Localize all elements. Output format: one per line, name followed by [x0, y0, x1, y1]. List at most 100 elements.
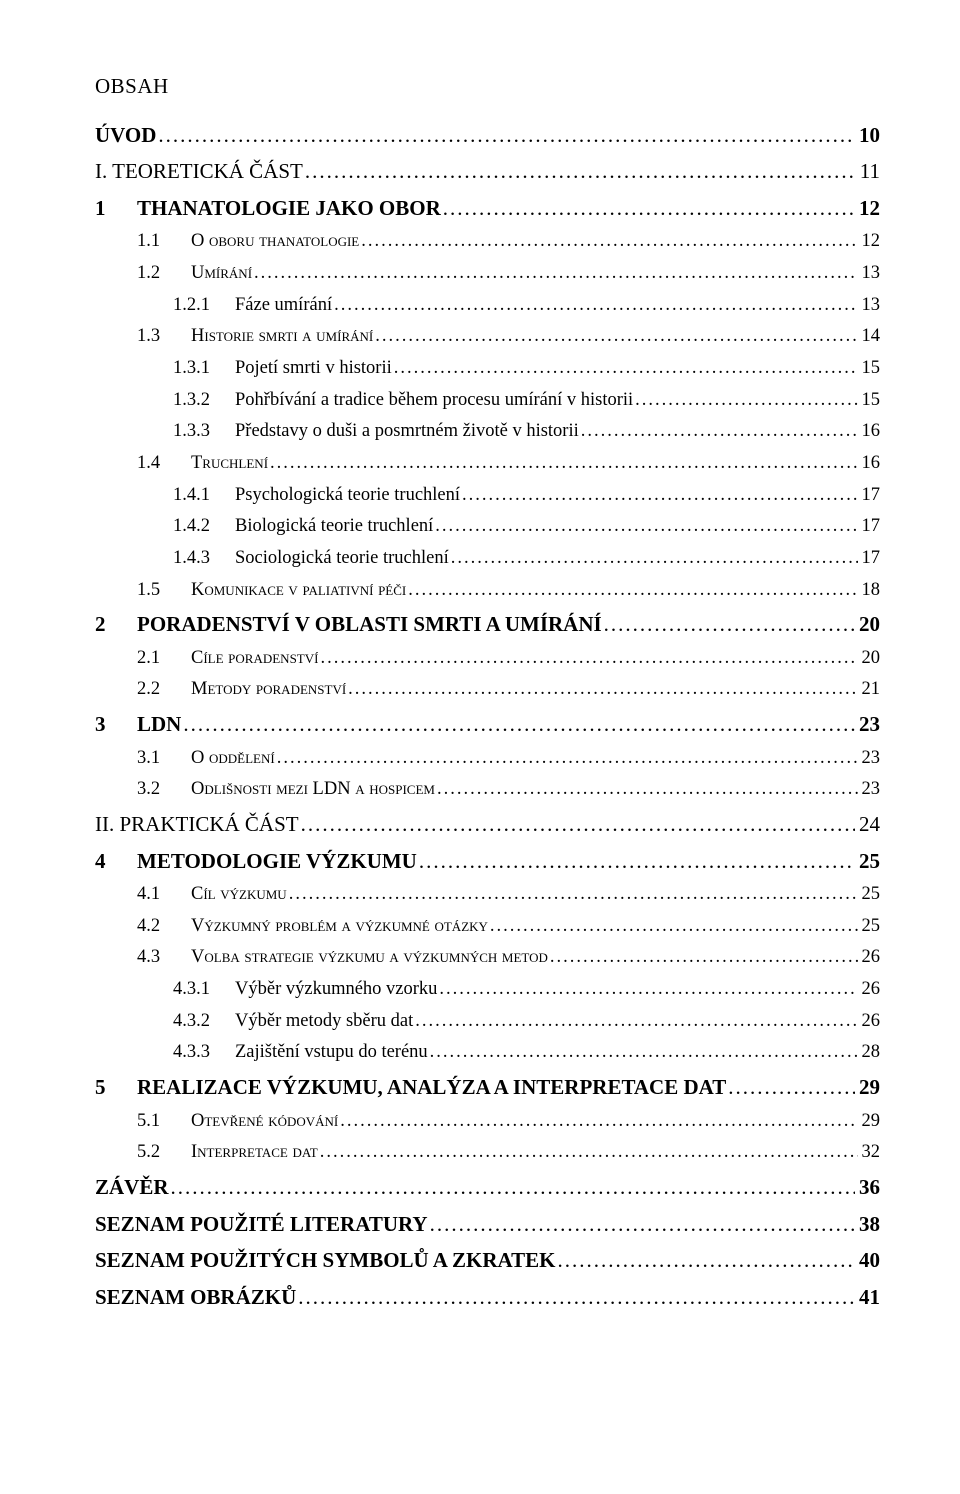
toc-leader-dots: [728, 1071, 855, 1104]
toc-entry-page: 15: [858, 386, 881, 415]
toc-entry-page: 11: [856, 155, 880, 188]
toc-leader-dots: [415, 1007, 857, 1036]
toc-entry-label: Komunikace v paliativní péči: [191, 576, 408, 605]
toc-entry-page: 15: [858, 354, 881, 383]
toc-entry-label: Výběr metody sběru dat: [235, 1007, 415, 1036]
toc-entry-number: 4.3.2: [173, 1007, 235, 1036]
toc-entry-number: 5.2: [137, 1138, 191, 1167]
toc-entry-number: 2: [95, 608, 137, 641]
toc-entry-page: 20: [858, 644, 881, 673]
toc-entry-page: 32: [858, 1138, 881, 1167]
toc-entry: 4.3Volba strategie výzkumu a výzkumných …: [95, 943, 880, 972]
toc-entry-label: ZÁVĚR: [95, 1171, 171, 1204]
toc-entry: 4.1Cíl výzkumu25: [95, 880, 880, 909]
toc-entry-number: 4.3.3: [173, 1038, 235, 1067]
toc-leader-dots: [462, 481, 857, 510]
toc-leader-dots: [334, 291, 857, 320]
toc-entry-label: Interpretace dat: [191, 1138, 320, 1167]
toc-entry: 1.1O oboru thanatologie12: [95, 227, 880, 256]
toc-entry-label: Otevřené kódování: [191, 1107, 340, 1136]
toc-entry: 4.3.2Výběr metody sběru dat26: [95, 1007, 880, 1036]
toc-entry-label: ÚVOD: [95, 119, 158, 152]
toc-leader-dots: [550, 943, 858, 972]
toc-leader-dots: [490, 912, 858, 941]
toc-leader-dots: [604, 608, 855, 641]
toc-leader-dots: [451, 544, 858, 573]
toc-entry-label: II. PRAKTICKÁ ČÁST: [95, 808, 301, 841]
toc-entry: 1.3Historie smrti a umírání14: [95, 322, 880, 351]
toc-entry-label: THANATOLOGIE JAKO OBOR: [137, 192, 443, 225]
toc-entry-label: Truchlení: [191, 449, 270, 478]
toc-entry-number: 1.4.3: [173, 544, 235, 573]
toc-leader-dots: [183, 708, 855, 741]
toc-entry-number: 4.2: [137, 912, 191, 941]
toc-leader-dots: [289, 880, 858, 909]
toc-entry: 1.3.1Pojetí smrti v historii 15: [95, 354, 880, 383]
toc-leader-dots: [430, 1208, 855, 1241]
toc-entry: 2.2Metody poradenství21: [95, 675, 880, 704]
toc-leader-dots: [340, 1107, 857, 1136]
toc-entry-label: Odlišnosti mezi LDN a hospicem: [191, 775, 437, 804]
toc-entry-number: 1.4.2: [173, 512, 235, 541]
toc-entry-page: 16: [858, 417, 881, 446]
toc-entry-number: 3.2: [137, 775, 191, 804]
toc-leader-dots: [171, 1171, 855, 1204]
toc-entry-number: 4.3: [137, 943, 191, 972]
toc-leader-dots: [375, 322, 857, 351]
toc-entry: 4.3.3Zajištění vstupu do terénu28: [95, 1038, 880, 1067]
toc-entry-page: 17: [858, 481, 881, 510]
toc-entry: SEZNAM POUŽITÝCH SYMBOLŮ A ZKRATEK40: [95, 1244, 880, 1277]
toc-entry-label: REALIZACE VÝZKUMU, ANALÝZA A INTERPRETAC…: [137, 1071, 728, 1104]
toc-entry-page: 10: [855, 119, 880, 152]
toc-entry: 1.4.2Biologická teorie truchlení17: [95, 512, 880, 541]
toc-entry: 5.2Interpretace dat 32: [95, 1138, 880, 1167]
toc-entry: 1THANATOLOGIE JAKO OBOR12: [95, 192, 880, 225]
toc-entry-label: Biologická teorie truchlení: [235, 512, 435, 541]
toc-leader-dots: [361, 227, 857, 256]
toc-entry-page: 23: [858, 775, 881, 804]
toc-entry-number: 4.1: [137, 880, 191, 909]
toc-entry-number: 1.3.1: [173, 354, 235, 383]
toc-entry-label: PORADENSTVÍ V OBLASTI SMRTI A UMÍRÁNÍ: [137, 608, 604, 641]
toc-entry-page: 40: [855, 1244, 880, 1277]
toc-entry-page: 38: [855, 1208, 880, 1241]
toc-leader-dots: [439, 975, 857, 1004]
toc-leader-dots: [419, 845, 855, 878]
toc-entry: SEZNAM OBRÁZKŮ41: [95, 1281, 880, 1314]
toc-entry-label: Zajištění vstupu do terénu: [235, 1038, 430, 1067]
toc-entry-label: SEZNAM POUŽITÉ LITERATURY: [95, 1208, 430, 1241]
toc-entry: 1.2.1Fáze umírání13: [95, 291, 880, 320]
toc-entry: SEZNAM POUŽITÉ LITERATURY 38: [95, 1208, 880, 1241]
toc-entry-number: 5: [95, 1071, 137, 1104]
toc-leader-dots: [581, 417, 858, 446]
toc-entry-label: O oboru thanatologie: [191, 227, 361, 256]
toc-entry-page: 23: [858, 744, 881, 773]
toc-entry-number: 1.4: [137, 449, 191, 478]
toc-entry-label: Představy o duši a posmrtném životě v hi…: [235, 417, 581, 446]
toc-leader-dots: [348, 675, 857, 704]
toc-entry: II. PRAKTICKÁ ČÁST 24: [95, 808, 880, 841]
toc-entry-label: Pojetí smrti v historii: [235, 354, 394, 383]
toc-entry-page: 36: [855, 1171, 880, 1204]
toc-entry: 1.3.3Představy o duši a posmrtném životě…: [95, 417, 880, 446]
toc-entry-page: 25: [858, 880, 881, 909]
toc-entry-number: 2.1: [137, 644, 191, 673]
toc-entry-number: 4: [95, 845, 137, 878]
toc-entry-label: LDN: [137, 708, 183, 741]
toc-entry-page: 23: [855, 708, 880, 741]
toc-entry-page: 20: [855, 608, 880, 641]
toc-entry-label: Volba strategie výzkumu a výzkumných met…: [191, 943, 550, 972]
toc-entry: ZÁVĚR 36: [95, 1171, 880, 1204]
toc-leader-dots: [305, 155, 856, 188]
toc-entry-label: I. TEORETICKÁ ČÁST: [95, 155, 305, 188]
toc-entry: 4METODOLOGIE VÝZKUMU25: [95, 845, 880, 878]
toc-entry-number: 1.2.1: [173, 291, 235, 320]
toc-leader-dots: [320, 644, 857, 673]
toc-entry: 3.1O oddělení23: [95, 744, 880, 773]
toc-entry-page: 16: [858, 449, 881, 478]
toc-entry-page: 24: [855, 808, 880, 841]
toc-entry: 1.2Umírání13: [95, 259, 880, 288]
toc-entry: 1.4.3Sociologická teorie truchlení17: [95, 544, 880, 573]
toc-entry: 1.5Komunikace v paliativní péči18: [95, 576, 880, 605]
toc-entry-page: 13: [858, 259, 881, 288]
